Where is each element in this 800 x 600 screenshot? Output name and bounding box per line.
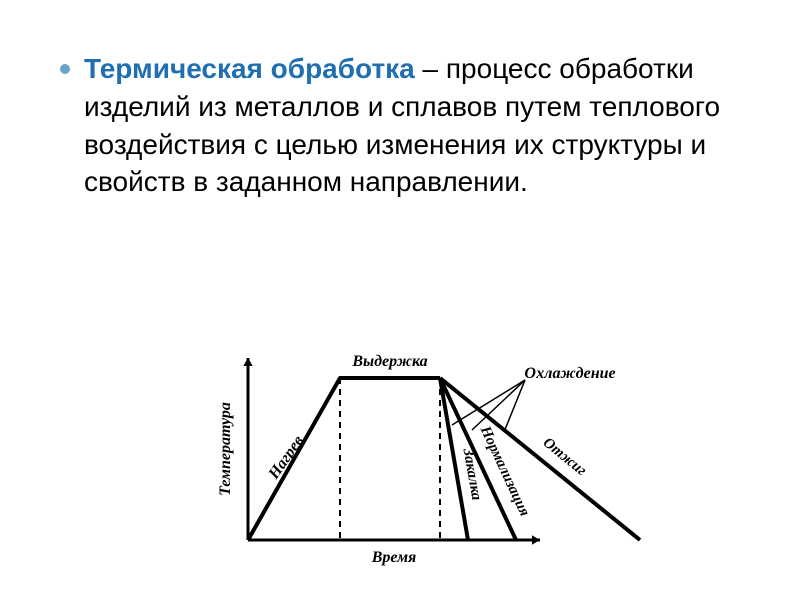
svg-text:Охлаждение: Охлаждение [524,365,615,382]
svg-text:Температура: Температура [217,402,234,496]
bullet-dot-icon [60,64,70,74]
svg-text:Закалка: Закалка [459,446,484,502]
definition-paragraph: Термическая обработка – процесс обработк… [84,50,724,201]
term-text: Термическая обработка [84,53,415,84]
heat-treatment-chart: ВремяТемператураНагревВыдержкаЗакалкаНор… [190,330,650,570]
slide: Термическая обработка – процесс обработк… [0,0,800,600]
chart-svg: ВремяТемператураНагревВыдержкаЗакалкаНор… [190,330,650,570]
svg-text:Время: Время [371,549,417,566]
svg-text:Отжиг: Отжиг [540,435,590,480]
bullet-row: Термическая обработка – процесс обработк… [60,50,740,201]
svg-text:Выдержка: Выдержка [351,353,427,370]
